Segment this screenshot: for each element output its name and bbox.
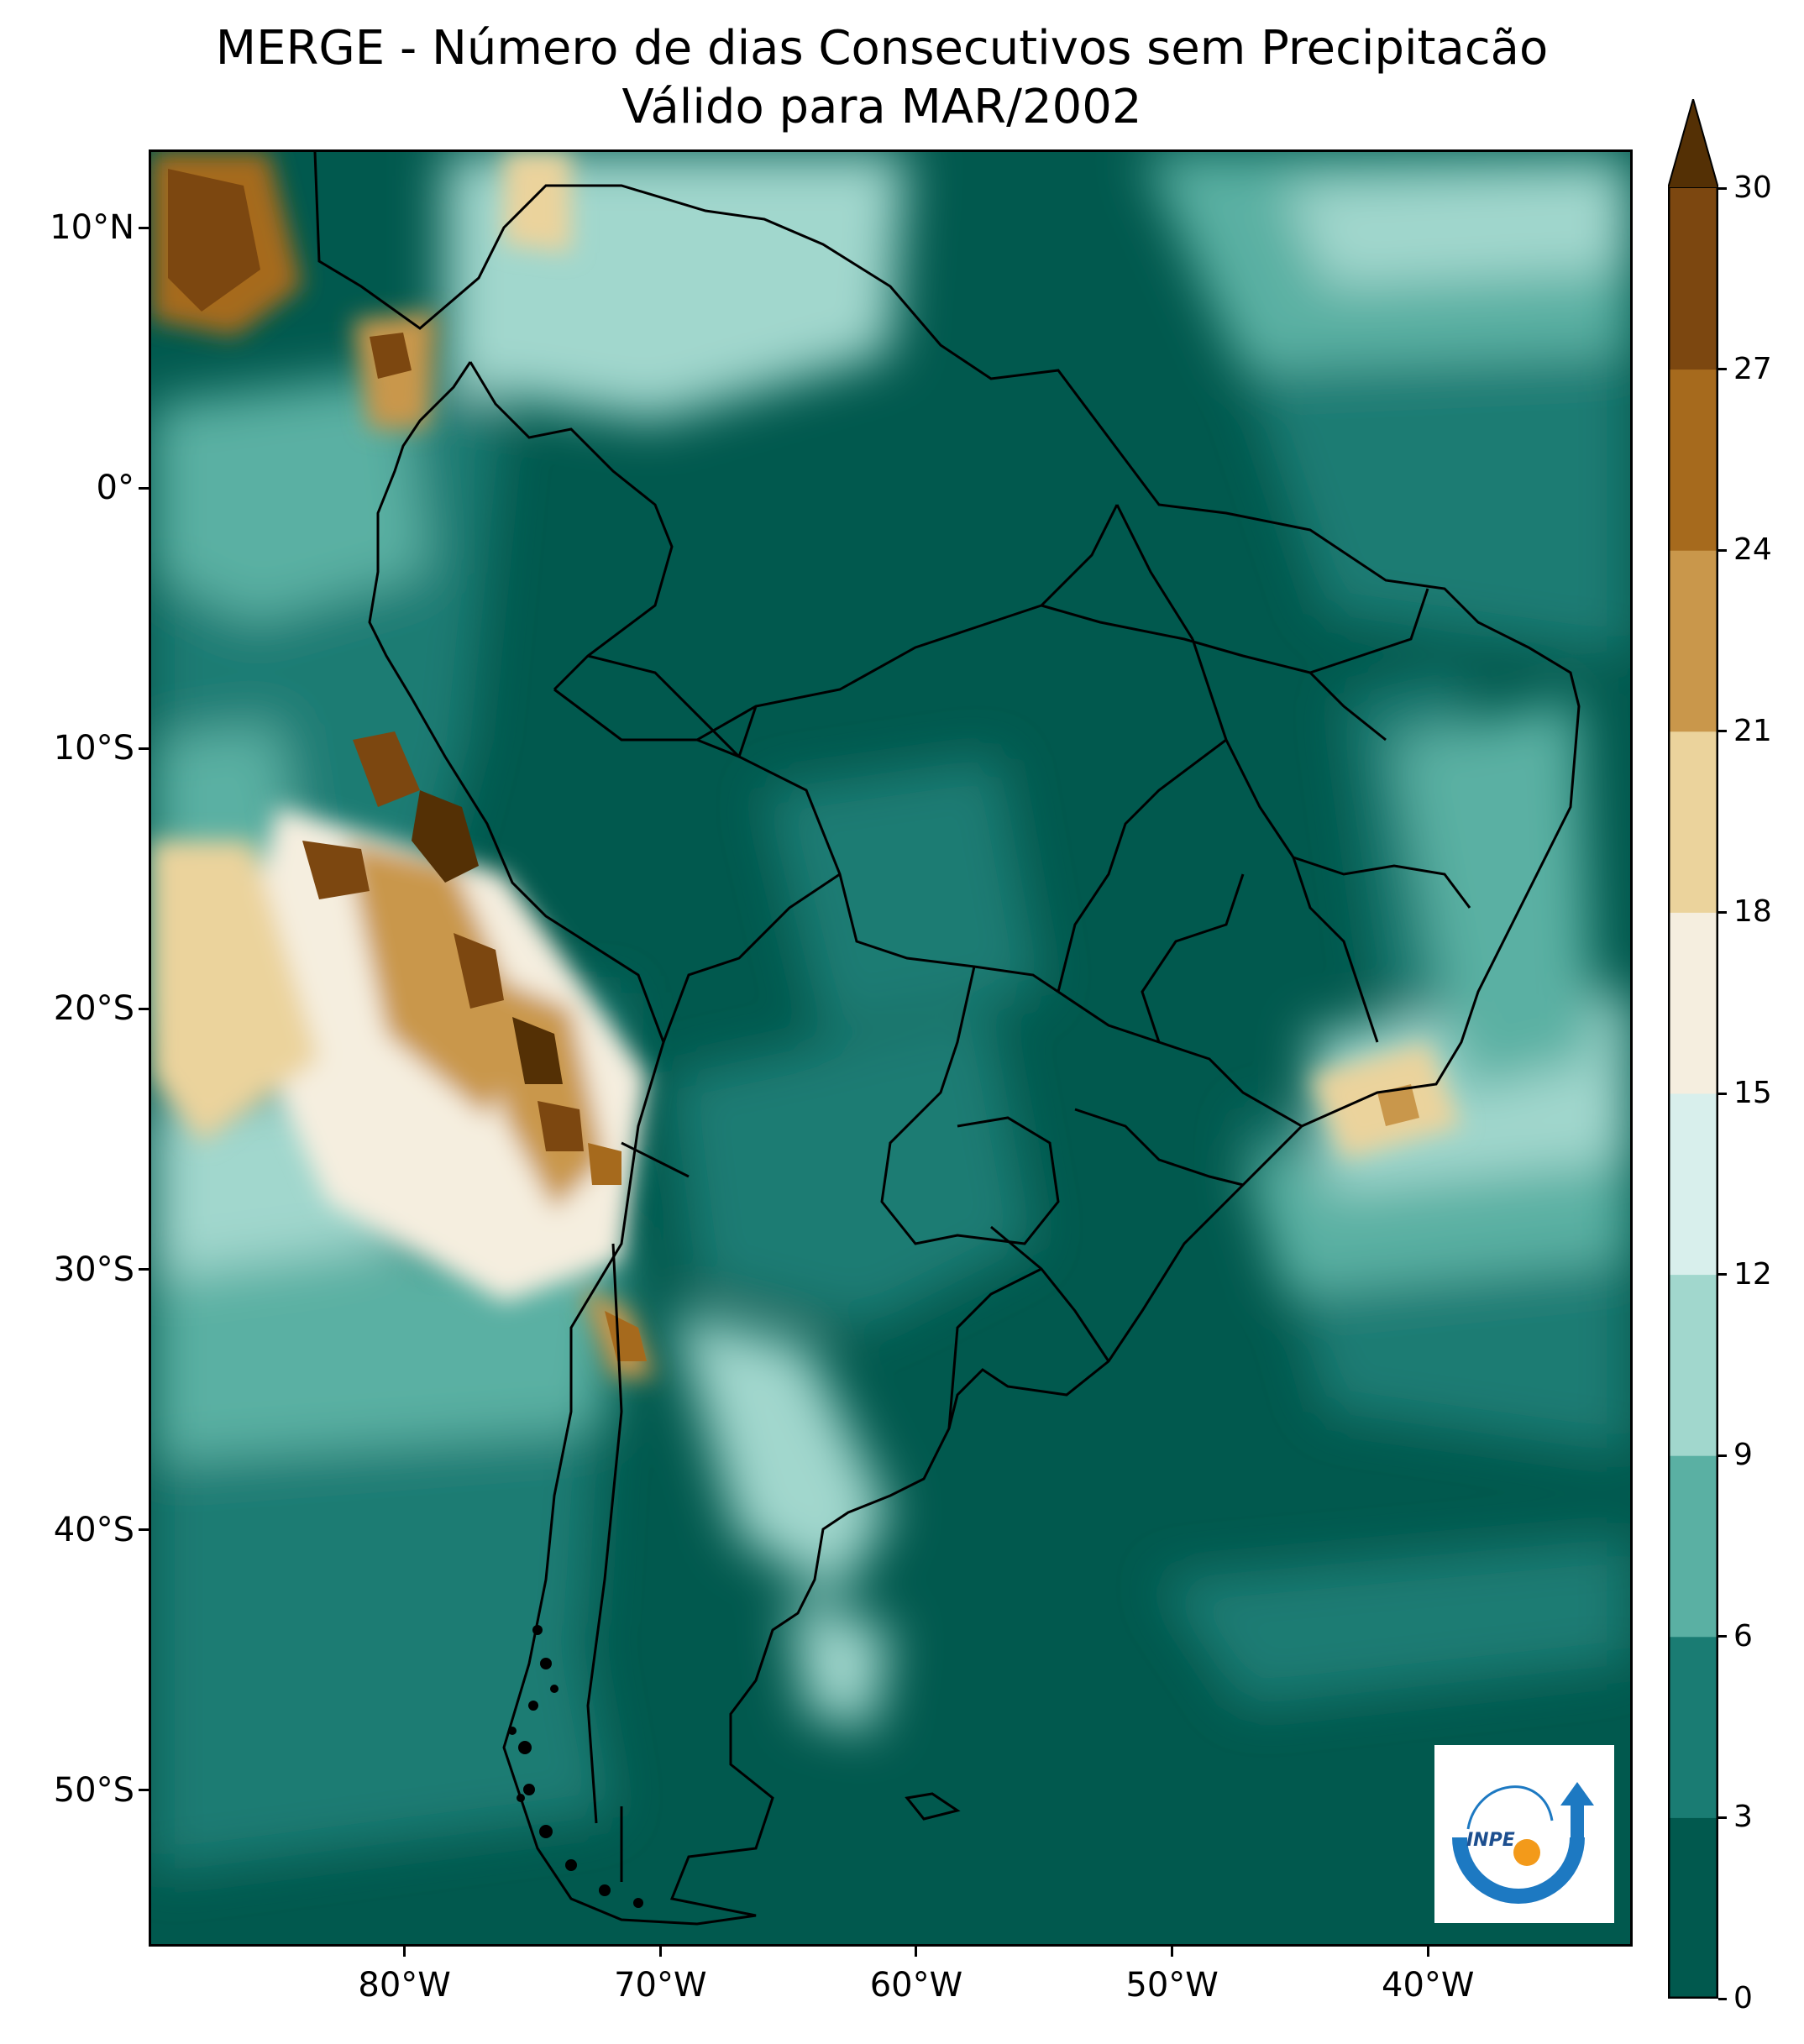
lon-tick-mark: [1171, 1947, 1174, 1957]
lat-tick-mark: [139, 1007, 149, 1010]
lat-tick-label: 40°S: [53, 1510, 134, 1549]
colorbar-tick-mark: [1718, 1816, 1727, 1819]
lat-tick-mark: [139, 486, 149, 490]
map-title-line-2: Válido para MAR/2002: [621, 80, 1142, 134]
map-canvas: [151, 152, 1630, 1944]
colorbar-tick-label: 3: [1733, 1800, 1753, 1835]
lat-tick-label: 10°S: [53, 729, 134, 768]
lat-tick-mark: [139, 1789, 149, 1792]
colorbar-tick-mark: [1718, 1454, 1727, 1457]
inpe-logo-text: INPE: [1466, 1830, 1515, 1851]
lat-tick-label: 20°S: [53, 989, 134, 1029]
colorbar-tick-mark: [1718, 548, 1727, 552]
southern-islands: [508, 1625, 643, 1908]
lon-tick-label: 80°W: [358, 1966, 451, 2005]
colorbar-segment: [1668, 550, 1718, 732]
lon-tick-label: 50°W: [1125, 1966, 1219, 2005]
lat-tick-mark: [139, 226, 149, 229]
colorbar-tick-mark: [1718, 1997, 1727, 2000]
field-dry-spots: [168, 169, 1419, 1361]
inpe-logo: INPE: [1434, 1745, 1614, 1923]
colorbar-segment: [1668, 912, 1718, 1094]
lon-tick-mark: [915, 1947, 918, 1957]
lon-tick-label: 60°W: [869, 1966, 963, 2005]
colorbar-tick-mark: [1718, 730, 1727, 733]
colorbar-tick-label: 27: [1733, 351, 1772, 386]
precipitation-map: [149, 149, 1633, 1947]
lat-tick-label: 0°: [96, 469, 134, 508]
colorbar-border: [1668, 188, 1718, 1999]
colorbar-tick-mark: [1718, 1092, 1727, 1095]
colorbar: [1668, 99, 1718, 1999]
colorbar-tick-mark: [1718, 186, 1727, 190]
lat-tick-label: 50°S: [53, 1770, 134, 1810]
colorbar-segment: [1668, 1817, 1718, 1999]
colorbar-tick-mark: [1718, 910, 1727, 914]
colorbar-segment: [1668, 369, 1718, 551]
lon-tick-mark: [658, 1947, 662, 1957]
colorbar-tick-label: 30: [1733, 170, 1772, 205]
colorbar-tick-label: 0: [1733, 1981, 1753, 2015]
lon-tick-label: 40°W: [1382, 1966, 1475, 2005]
colorbar-segment: [1668, 1455, 1718, 1638]
lat-tick-mark: [139, 747, 149, 750]
colorbar-tick-label: 12: [1733, 1256, 1772, 1292]
map-title-line-1: MERGE - Número de dias Consecutivos sem …: [215, 21, 1549, 76]
colorbar-tick-label: 15: [1733, 1076, 1772, 1110]
colorbar-segment: [1668, 1636, 1718, 1818]
lat-tick-mark: [139, 1528, 149, 1532]
colorbar-tick-label: 24: [1733, 532, 1772, 568]
colorbar-tick-label: 18: [1733, 894, 1772, 930]
colorbar-segment: [1668, 731, 1718, 913]
colorbar-tick-label: 21: [1733, 713, 1772, 748]
colorbar-tick-label: 9: [1733, 1438, 1753, 1473]
lat-tick-label: 10°N: [50, 208, 134, 248]
inpe-logo-icon: INPE: [1452, 1782, 1594, 1904]
lon-tick-mark: [1426, 1947, 1429, 1957]
lat-tick-mark: [139, 1268, 149, 1271]
colorbar-segment: [1668, 1274, 1718, 1456]
colorbar-tick-label: 6: [1733, 1618, 1753, 1654]
lat-tick-label: 30°S: [53, 1250, 134, 1289]
lon-tick-label: 70°W: [614, 1966, 707, 2005]
colorbar-tick-mark: [1718, 1635, 1727, 1638]
colorbar-tick-mark: [1718, 368, 1727, 371]
lon-tick-mark: [403, 1947, 406, 1957]
colorbar-segment: [1668, 188, 1718, 370]
colorbar-extend-triangle: [1668, 99, 1718, 189]
colorbar-segment: [1668, 1093, 1718, 1276]
field-dry-patches: [151, 152, 1461, 1378]
colorbar-tick-mark: [1718, 1273, 1727, 1276]
coastlines-and-borders: [313, 152, 1581, 1926]
